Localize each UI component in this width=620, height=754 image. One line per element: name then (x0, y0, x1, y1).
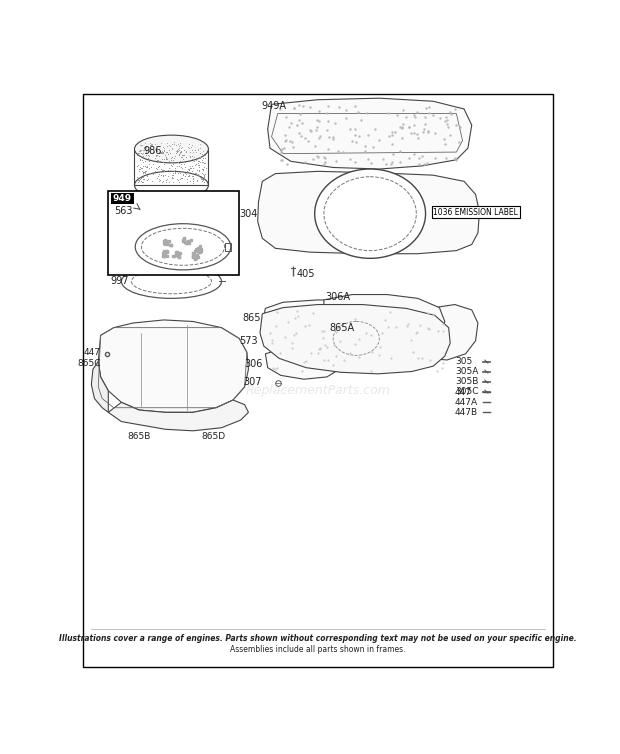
Text: 305B: 305B (455, 377, 478, 386)
Text: Illustrations cover a range of engines. Parts shown without corresponding text m: Illustrations cover a range of engines. … (59, 634, 577, 643)
Text: 1036 EMISSION LABEL: 1036 EMISSION LABEL (433, 207, 518, 216)
Text: 447B: 447B (455, 408, 478, 417)
Ellipse shape (135, 135, 208, 163)
Polygon shape (108, 400, 249, 431)
Text: 865D: 865D (202, 433, 226, 442)
Text: 305: 305 (455, 357, 472, 366)
Text: 997: 997 (110, 277, 129, 287)
Polygon shape (268, 98, 472, 169)
Polygon shape (265, 346, 341, 379)
Text: 306A: 306A (326, 292, 350, 302)
Text: Assemblies include all parts shown in frames.: Assemblies include all parts shown in fr… (230, 645, 405, 654)
Text: 447: 447 (84, 348, 100, 357)
Polygon shape (258, 171, 479, 253)
Polygon shape (348, 310, 373, 332)
Text: 306: 306 (244, 359, 262, 369)
Text: 563: 563 (115, 206, 133, 216)
Text: 405: 405 (296, 268, 315, 279)
Text: 949: 949 (113, 194, 131, 203)
Text: 307: 307 (244, 376, 262, 387)
Text: 865: 865 (242, 313, 261, 323)
Bar (110, 193, 134, 204)
Text: 573: 573 (239, 336, 258, 346)
Bar (432, 206, 520, 219)
Ellipse shape (315, 169, 425, 259)
Text: 865C: 865C (77, 359, 100, 367)
Text: 304: 304 (239, 209, 258, 219)
Text: 447A: 447A (455, 398, 478, 407)
Text: ReplacementParts.com: ReplacementParts.com (246, 385, 390, 397)
Polygon shape (409, 305, 478, 360)
Text: 949A: 949A (262, 101, 286, 111)
Text: 305C: 305C (455, 387, 478, 396)
Text: 447: 447 (455, 388, 472, 397)
Polygon shape (294, 310, 317, 331)
Text: 305A: 305A (455, 367, 478, 376)
Text: 865A: 865A (330, 323, 355, 333)
Bar (108, 191, 239, 275)
Polygon shape (99, 320, 249, 412)
Polygon shape (260, 305, 450, 374)
Text: 986: 986 (144, 146, 162, 155)
Polygon shape (324, 295, 445, 355)
Text: 865B: 865B (128, 433, 151, 442)
Polygon shape (91, 361, 108, 412)
Polygon shape (262, 300, 412, 352)
